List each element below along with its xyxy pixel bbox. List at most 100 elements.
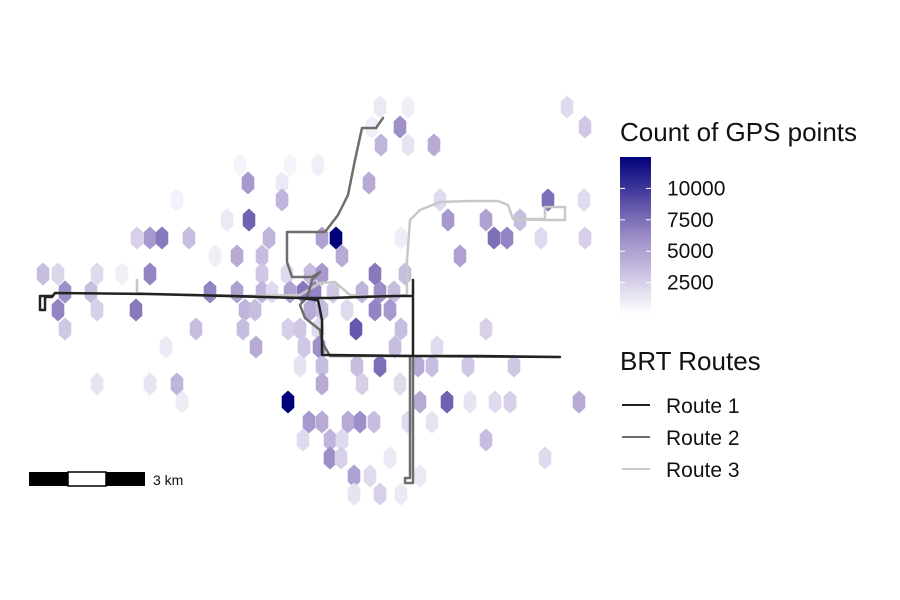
hexbin-cell: [578, 115, 592, 139]
brt-routes-layer: [38, 116, 567, 485]
hexbin-cell: [560, 95, 574, 119]
hexbin-cell: [479, 208, 493, 232]
hexbin-cell: [368, 298, 382, 322]
brt-routes-legend: BRT Routes Route 1 Route 2 Route 3: [620, 346, 761, 482]
hexbin-cell: [248, 298, 262, 322]
hexbin-cell: [175, 390, 189, 414]
hexbin-cell: [355, 280, 369, 304]
hexbin-cell: [90, 372, 104, 396]
hexbin-cell: [281, 390, 295, 414]
hexbin-cell: [534, 226, 548, 250]
hexbin-cell: [255, 244, 269, 268]
hexbin-cell: [208, 244, 222, 268]
hexbin-cell: [203, 280, 217, 304]
hexbin-cell: [130, 226, 144, 250]
hexbin-cell: [238, 298, 252, 322]
hexbin-cell: [353, 410, 367, 434]
hexbin-cell: [500, 226, 514, 250]
hexbin-cell: [230, 244, 244, 268]
hexbin-cell: [503, 390, 517, 414]
hexbin-cell: [374, 133, 388, 157]
route-line-route-1: [38, 278, 562, 359]
hexbin-cell: [230, 280, 244, 304]
hexbin-cell: [335, 428, 349, 452]
hexbin-cell: [115, 262, 129, 286]
hexbin-cell: [329, 226, 343, 250]
hexbin-cell: [388, 335, 402, 359]
hexbin-cell: [463, 390, 477, 414]
hexbin-cell: [401, 133, 415, 157]
hexbin-cell: [393, 372, 407, 396]
hexbin-cell: [262, 226, 276, 250]
hexbin-cell: [255, 262, 269, 286]
hexbin-cell: [401, 95, 415, 119]
hexbin-cell: [249, 335, 263, 359]
hexbin-cell: [572, 390, 586, 414]
hexbin-cell: [373, 354, 387, 378]
hexbin-cell: [159, 335, 173, 359]
hexbin-cell: [363, 464, 377, 488]
hexbin-cell: [315, 372, 329, 396]
hexbin-cell: [315, 262, 329, 286]
scale-bar-segment: [67, 471, 107, 487]
hexbin-cell: [507, 354, 521, 378]
hexbin-cell: [182, 226, 196, 250]
hexbin-cell: [36, 262, 50, 286]
hexbin-cell: [433, 188, 447, 212]
hexbin-cell: [413, 464, 427, 488]
fill-legend-ticks: 10000 7500 5000 2500: [620, 177, 725, 295]
hexbin-cell: [143, 262, 157, 286]
hexbin-cell: [297, 335, 311, 359]
route-line-route-2: [285, 116, 415, 485]
hexbin-cell: [349, 317, 363, 341]
hexbin-cell: [334, 446, 348, 470]
hexbin-cell: [398, 262, 412, 286]
hexbin-cell: [315, 354, 329, 378]
hexbin-cell: [265, 280, 279, 304]
hexbin-cell: [347, 464, 361, 488]
hexbin-cell: [341, 410, 355, 434]
hexbin-cell: [90, 298, 104, 322]
hexbin-cell: [275, 171, 289, 195]
gps-count-legend: Count of GPS points 10000 7500 5000 2500: [620, 117, 857, 314]
hexbin-cell: [387, 280, 401, 304]
hexbin-cell: [368, 262, 382, 286]
hexbin-cell: [487, 226, 501, 250]
hexbin-cell: [441, 208, 455, 232]
hexbin-cell: [143, 372, 157, 396]
scale-bar-segment: [29, 472, 68, 486]
hexbin-cell: [189, 317, 203, 341]
hexbin-cell: [383, 446, 397, 470]
hexbin-cell: [430, 335, 444, 359]
hexbin-cell: [347, 482, 361, 506]
hexbin-cell: [394, 226, 408, 250]
hexbin-cell: [143, 226, 157, 250]
fill-legend-tick-label: 7500: [667, 209, 714, 232]
hexbin-cell: [373, 95, 387, 119]
hexbin-cell: [425, 354, 439, 378]
hexbin-cell: [51, 298, 65, 322]
scale-bar-segment: [106, 472, 145, 486]
hexbin-cell: [170, 372, 184, 396]
routes-legend-label: Route 3: [666, 459, 740, 482]
hexbin-cell: [323, 446, 337, 470]
hexbin-cell: [350, 354, 364, 378]
hexbin-cell: [283, 153, 297, 177]
hexbin-cell: [84, 280, 98, 304]
hexbin-cell: [373, 482, 387, 506]
hexbin-cell: [577, 188, 591, 212]
hexbin-cell: [578, 226, 592, 250]
hexbin-cell: [58, 317, 72, 341]
hexbin-cell: [488, 390, 502, 414]
scale-bar-label: 3 km: [153, 472, 183, 488]
hexbin-cell: [425, 410, 439, 434]
hexbin-cell: [241, 171, 255, 195]
fill-legend-tick-label: 2500: [667, 272, 714, 295]
hexbin-cell: [411, 354, 425, 378]
hexbin-cell: [296, 428, 310, 452]
hexbin-cell: [233, 153, 247, 177]
hexbin-cell: [236, 317, 250, 341]
hexbin-cell: [90, 262, 104, 286]
scale-bar: 3 km: [29, 471, 183, 488]
